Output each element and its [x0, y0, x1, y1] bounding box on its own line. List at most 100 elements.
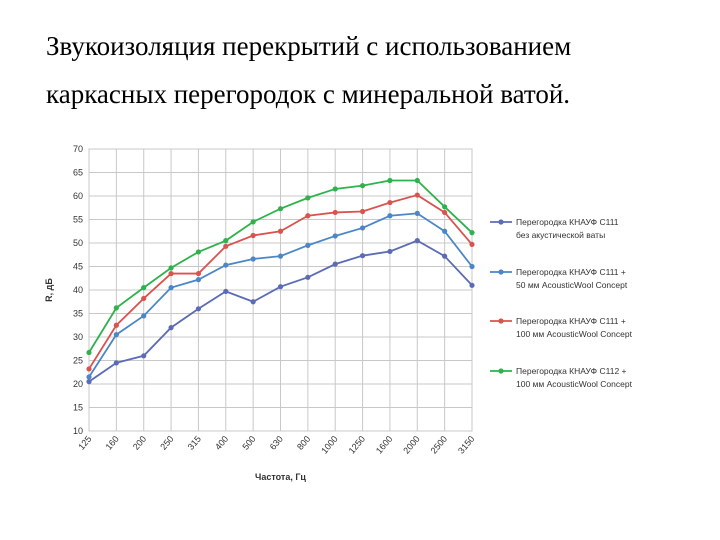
y-tick-label: 40 — [73, 285, 83, 295]
data-point — [469, 241, 475, 248]
x-tick-label: 3150 — [456, 434, 477, 456]
x-tick-label: 315 — [186, 434, 203, 452]
legend-label: 100 мм AcousticWool Concept — [516, 379, 633, 389]
legend-label: 100 мм AcousticWool Concept — [516, 329, 633, 339]
title-line-1: Звукоизоляция перекрытий с использование… — [46, 31, 572, 61]
data-point — [113, 322, 119, 328]
legend-swatch-marker — [498, 269, 504, 275]
y-tick-label: 65 — [73, 168, 83, 178]
x-tick-label: 1250 — [347, 434, 368, 456]
data-point — [223, 288, 229, 295]
legend-swatch-marker — [498, 368, 504, 374]
y-tick-label: 15 — [73, 403, 83, 413]
data-point — [168, 285, 174, 291]
data-point — [469, 282, 475, 288]
data-point — [113, 360, 119, 366]
data-point — [250, 232, 256, 239]
data-point — [305, 242, 311, 248]
data-point — [305, 195, 311, 201]
x-tick-label: 2500 — [429, 434, 450, 456]
data-point — [305, 213, 311, 219]
slide-title: Звукоизоляция перекрытий с использование… — [46, 22, 696, 118]
x-tick-label: 250 — [158, 434, 175, 452]
data-point — [277, 206, 284, 212]
y-tick-label: 35 — [73, 309, 83, 319]
data-point — [359, 225, 366, 231]
x-tick-label: 1600 — [374, 434, 395, 456]
x-tick-label: 2000 — [401, 434, 422, 456]
data-point — [359, 253, 366, 259]
data-point — [250, 299, 256, 305]
x-tick-label: 125 — [76, 434, 93, 452]
data-point — [113, 305, 119, 311]
x-tick-label: 1000 — [319, 434, 340, 456]
data-point — [442, 253, 448, 259]
y-tick-label: 20 — [73, 379, 83, 389]
y-tick-label: 60 — [73, 191, 83, 201]
x-tick-label: 160 — [104, 434, 121, 452]
y-axis-label: R, дБ — [44, 278, 54, 302]
data-point — [141, 285, 147, 291]
x-tick-label: 200 — [131, 434, 148, 452]
data-point — [442, 209, 448, 216]
y-tick-label: 10 — [73, 426, 83, 436]
data-point — [223, 243, 229, 249]
y-tick-label: 55 — [73, 215, 83, 225]
data-point — [86, 379, 92, 385]
data-point — [250, 256, 256, 262]
legend-label: Перегородка КНАУФ С112 + — [516, 366, 627, 376]
data-point — [414, 210, 420, 216]
legend-label: Перегородка КНАУФ С111 + — [516, 267, 626, 277]
data-point — [113, 332, 119, 338]
y-tick-label: 25 — [73, 356, 83, 366]
data-point — [387, 248, 393, 255]
data-point — [387, 177, 393, 184]
data-point — [223, 238, 229, 244]
data-point — [414, 177, 420, 184]
data-point — [86, 374, 92, 380]
legend-swatch-marker — [498, 318, 504, 324]
data-point — [223, 262, 229, 268]
data-point — [250, 219, 256, 225]
data-point — [195, 270, 202, 277]
data-point — [387, 213, 393, 219]
data-point — [305, 274, 311, 280]
y-tick-label: 50 — [73, 238, 83, 248]
x-tick-label: 500 — [240, 434, 257, 452]
data-point — [442, 204, 448, 210]
data-point — [195, 306, 202, 312]
x-tick-label: 800 — [295, 434, 312, 452]
data-point — [469, 230, 475, 236]
x-tick-label: 630 — [268, 434, 285, 452]
data-point — [414, 192, 420, 198]
legend-label: 50 мм AcousticWool Concept — [516, 280, 628, 290]
data-point — [168, 270, 174, 277]
data-point — [359, 208, 366, 215]
data-point — [277, 253, 284, 259]
y-tick-label: 30 — [73, 332, 83, 342]
data-point — [387, 199, 393, 206]
data-point — [168, 265, 174, 271]
title-line-2: каркасных перегородок с минеральной вато… — [46, 79, 571, 109]
data-point — [195, 249, 202, 255]
data-point — [277, 284, 284, 290]
data-point — [414, 238, 420, 244]
data-point — [469, 263, 475, 270]
data-point — [168, 325, 174, 331]
data-point — [86, 366, 92, 372]
y-tick-label: 45 — [73, 262, 83, 272]
data-point — [332, 261, 338, 267]
x-tick-label: 400 — [213, 434, 230, 452]
data-point — [141, 353, 147, 359]
data-point — [359, 183, 366, 189]
data-point — [332, 233, 338, 239]
data-point — [141, 295, 147, 302]
data-point — [141, 313, 147, 319]
data-point — [442, 228, 448, 234]
data-point — [195, 277, 202, 283]
legend-label: Перегородка КНАУФ С111 + — [516, 316, 626, 326]
legend-label: без акустической ваты — [516, 230, 605, 240]
data-point — [86, 349, 92, 356]
y-tick-label: 70 — [73, 144, 83, 154]
